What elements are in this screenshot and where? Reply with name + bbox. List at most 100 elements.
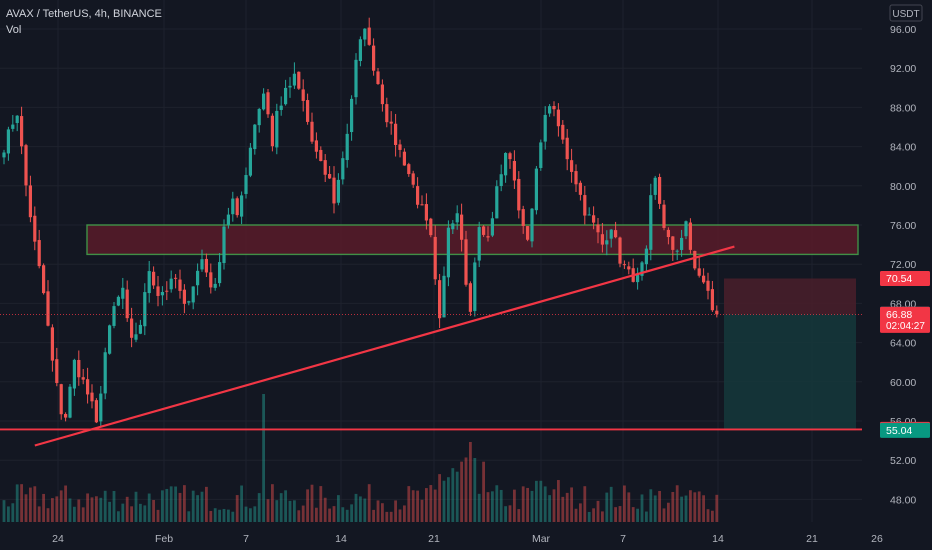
volume-bar [121,503,125,522]
symbol-title[interactable]: AVAX / TetherUS, 4h, BINANCE [6,8,162,20]
volume-bar [209,510,213,522]
candle-body [292,73,296,86]
candle-body [112,306,116,326]
volume-bar [526,487,529,522]
candle [658,173,662,210]
candle [187,300,191,306]
candle-body [15,115,19,123]
volume-bar [156,509,160,522]
candle [204,253,208,278]
price-tick-label: 88.00 [890,102,916,114]
volume-bar [200,491,204,522]
price-tick-label: 92.00 [890,63,916,75]
volume-bar [183,485,186,522]
drawings-back[interactable] [86,224,859,431]
candle-body [284,87,288,105]
candle-body [385,104,389,123]
volume-bar [451,468,455,522]
candle [649,183,653,261]
volume-bar [345,509,349,522]
candle-body [367,27,371,45]
volume-bar [306,489,309,522]
candle [288,77,292,98]
volume-indicator-label[interactable]: Vol [6,24,22,36]
candle [504,152,508,183]
candle [42,263,46,295]
candle [130,307,134,348]
short-position-target-zone[interactable] [724,314,856,431]
volume-bar [99,497,103,522]
volume-bar [20,484,23,522]
currency-box[interactable] [889,4,923,22]
currency-label[interactable]: USDT [892,9,919,20]
volume-bar [491,491,494,522]
price-scale[interactable]: USDT 96.00 92.00 88.00 84.00 80.00 76.00 72.00 6… [864,0,932,526]
candle [200,249,204,272]
candle [495,180,499,219]
candle-body [526,226,530,240]
volume-bar [702,495,705,522]
candle-body [521,209,525,226]
candle-body [147,271,151,294]
volume-bar [152,499,155,522]
candle-body [130,318,134,338]
volume-bar [645,511,648,522]
volume-bar [609,486,613,522]
candle [429,217,433,238]
candle [372,38,376,76]
volume-bar [543,486,547,522]
candle [526,226,530,242]
candle [367,17,371,46]
candle [20,106,24,155]
volume-bar [134,491,138,522]
candle-body [328,174,332,179]
candle [218,253,222,287]
volume-bar [618,506,622,522]
candle-body [244,175,248,194]
volume-bar [662,508,666,522]
volume-bar [697,491,701,522]
candle [257,107,261,133]
candle-body [609,229,613,239]
time-scale[interactable]: 24 Feb 7 14 21 Mar 7 14 21 26 [0,526,932,550]
candle [583,186,587,225]
candle [226,207,230,229]
candle-body [402,151,406,166]
candle-body [688,222,692,250]
candle-body [442,275,446,318]
candle-body [534,168,538,211]
volume-bar [658,490,661,522]
volume-bar [165,488,169,522]
ascending-trendline[interactable] [34,245,735,447]
candle [539,139,543,171]
candle-body [178,279,182,291]
drawings-front[interactable] [0,245,862,447]
candle [64,412,68,422]
volume-bar [213,508,217,522]
candle [196,263,200,296]
candle [697,256,701,278]
candle [407,162,411,177]
candle-body [693,251,697,269]
volume-bar [565,492,569,522]
candle-body [46,291,50,326]
candle-body [182,289,186,304]
candle-body [77,359,81,378]
candle-body [508,153,512,160]
resistance-zone-rectangle[interactable] [86,224,859,256]
candle-body [697,268,701,276]
candle-body [231,198,235,215]
short-position-stop-zone[interactable] [724,278,856,315]
candle-body [20,116,24,147]
volume-bar [495,485,499,522]
volume-bar [627,492,631,522]
candle-body [468,283,472,312]
candle-body [407,164,411,175]
candle-body [174,277,178,279]
time-tick-label: 24 [52,533,64,545]
volume-bar [579,503,582,522]
candle [191,286,195,310]
volume-bar [33,486,37,522]
candle-body [706,280,710,291]
